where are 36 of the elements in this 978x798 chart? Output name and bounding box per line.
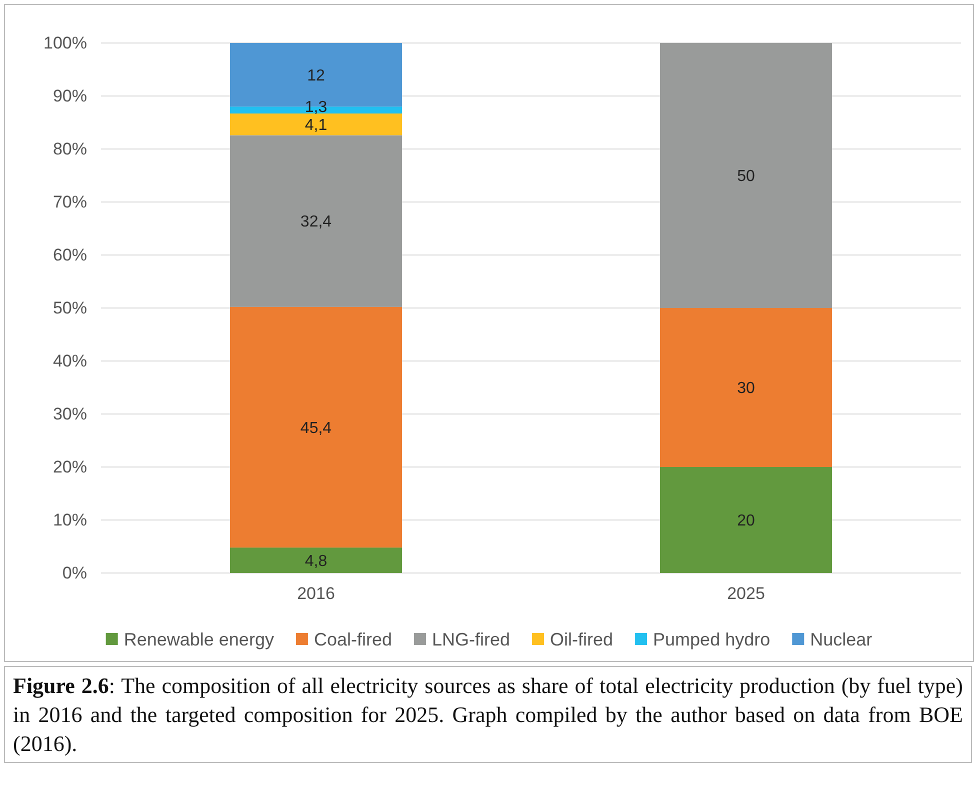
data-label: 45,4: [300, 420, 332, 437]
legend-label: Coal-fired: [314, 629, 392, 650]
y-tick-label: 20%: [52, 457, 87, 476]
bar: [230, 548, 402, 573]
data-label: 50: [737, 168, 755, 186]
bar: [230, 306, 402, 548]
data-label: 20: [737, 512, 755, 530]
bar: [660, 43, 832, 308]
bar: [660, 467, 832, 573]
y-tick-label: 50%: [52, 298, 87, 318]
bar: [230, 113, 402, 136]
y-tick-label: 40%: [52, 351, 87, 370]
y-tick-label: 60%: [52, 245, 87, 264]
y-tick-label: 10%: [52, 510, 87, 530]
legend-label: Oil-fired: [550, 629, 614, 650]
legend-label: Pumped hydro: [653, 629, 770, 650]
y-tick-label: 80%: [52, 139, 87, 158]
legend-label: LNG-fired: [432, 629, 510, 650]
y-tick-label: 0%: [62, 563, 87, 582]
data-label: 1,3: [304, 98, 328, 116]
x-tick-label: 2016: [297, 584, 335, 604]
data-label: 30: [737, 380, 755, 398]
x-tick-label: 2025: [727, 584, 765, 604]
data-label: 4,1: [304, 116, 328, 134]
legend-label: Renewable energy: [124, 629, 274, 650]
caption: Figure 2.6: The composition of all electricity sources as share of total electricity production (by fuel type) in 2016 and the targeted composition for 2025. Graph compiled by the author based on data from BOE (2016).: [13, 672, 963, 758]
y-tick-label: 30%: [52, 404, 87, 424]
bar: [660, 308, 832, 467]
y-tick-label: 100%: [44, 33, 87, 52]
data-label: 4,8: [304, 552, 328, 570]
legend-label: Nuclear: [810, 629, 872, 650]
data-label: 12: [307, 67, 325, 84]
y-tick-label: 70%: [52, 192, 87, 212]
data-label: 32,4: [300, 214, 332, 231]
bar: [230, 135, 402, 307]
y-tick-label: 90%: [52, 86, 87, 106]
